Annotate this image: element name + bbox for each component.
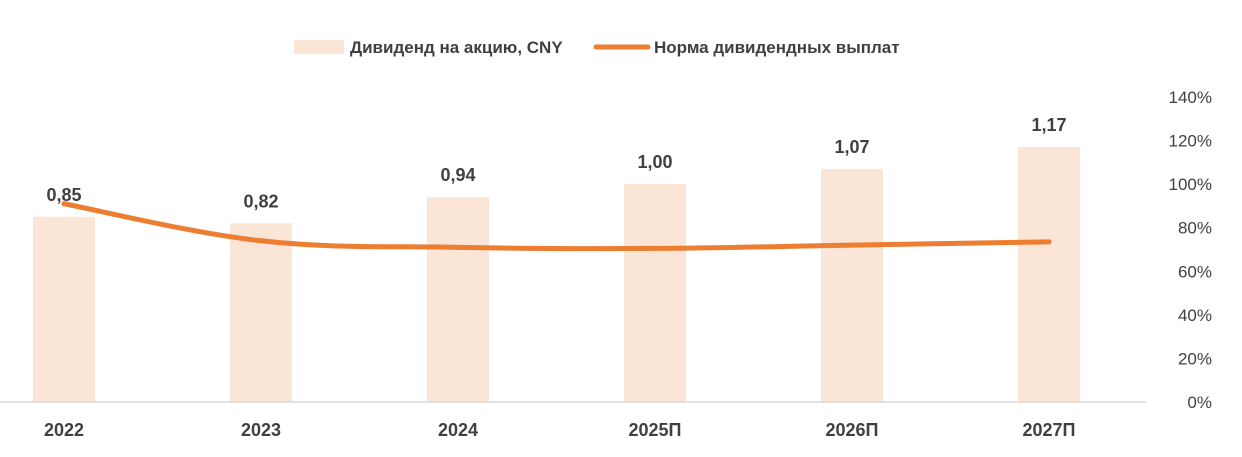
payout-ratio-point-2022	[61, 201, 67, 207]
y-tick-120pct: 120%	[1169, 132, 1212, 151]
bar-2024	[427, 197, 489, 402]
payout-ratio-point-2024	[455, 244, 461, 250]
data-label-2025П: 1,00	[637, 152, 672, 172]
legend-label-dividend: Дивиденд на акцию, CNY	[350, 38, 563, 57]
line-series-payout-ratio	[61, 201, 1052, 252]
bar-2025П	[624, 184, 686, 402]
data-label-2022: 0,85	[46, 185, 81, 205]
x-tick-2025П: 2025П	[629, 420, 682, 440]
y-tick-100pct: 100%	[1169, 175, 1212, 194]
bar-2023	[230, 223, 292, 402]
y-tick-20pct: 20%	[1178, 349, 1212, 368]
bar-2022	[33, 216, 95, 402]
x-tick-2023: 2023	[241, 420, 281, 440]
data-label-2026П: 1,07	[834, 137, 869, 157]
legend: Дивиденд на акцию, CNY Норма дивидендных…	[294, 38, 900, 57]
bar-series-dividend	[33, 147, 1080, 402]
x-tick-2027П: 2027П	[1023, 420, 1076, 440]
legend-swatch-dividend	[294, 40, 344, 54]
x-tick-2026П: 2026П	[826, 420, 879, 440]
bar-2026П	[821, 168, 883, 402]
x-tick-2022: 2022	[44, 420, 84, 440]
payout-ratio-line	[61, 201, 1052, 252]
bar-2027П	[1018, 147, 1080, 402]
payout-ratio-point-2026П	[849, 242, 855, 248]
data-label-2027П: 1,17	[1031, 115, 1066, 135]
payout-ratio-point-2025П	[652, 245, 658, 251]
y-tick-0pct: 0%	[1187, 393, 1212, 412]
payout-ratio-point-2023	[258, 238, 264, 244]
y-axis-right-ticks: 0% 20% 40% 60% 80% 100% 120% 140%	[1169, 88, 1212, 412]
data-label-2024: 0,94	[440, 165, 475, 185]
y-tick-60pct: 60%	[1178, 262, 1212, 281]
y-tick-140pct: 140%	[1169, 88, 1212, 107]
y-tick-80pct: 80%	[1178, 219, 1212, 238]
x-tick-2024: 2024	[438, 420, 478, 440]
y-tick-40pct: 40%	[1178, 306, 1212, 325]
x-axis-ticks: 2022 2023 2024 2025П 2026П 2027П	[44, 420, 1076, 440]
data-label-2023: 0,82	[243, 191, 278, 211]
legend-label-payout-ratio: Норма дивидендных выплат	[654, 38, 900, 57]
data-labels: 0,85 0,82 0,94 1,00 1,07 1,17	[46, 115, 1066, 211]
payout-ratio-point-2027П	[1046, 239, 1052, 245]
